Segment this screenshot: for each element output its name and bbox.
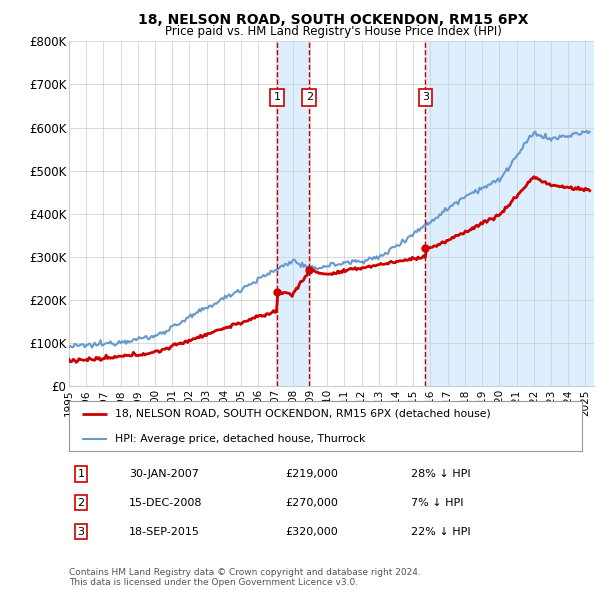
Text: 1: 1 (77, 469, 85, 478)
Bar (277, 41, 309, 386)
Text: 18, NELSON ROAD, SOUTH OCKENDON, RM15 6PX (detached house): 18, NELSON ROAD, SOUTH OCKENDON, RM15 6P… (115, 409, 491, 419)
Text: £219,000: £219,000 (285, 469, 338, 478)
Text: £320,000: £320,000 (285, 527, 338, 536)
Text: Price paid vs. HM Land Registry's House Price Index (HPI): Price paid vs. HM Land Registry's House … (164, 25, 502, 38)
Text: 15-DEC-2008: 15-DEC-2008 (129, 498, 203, 507)
Text: 3: 3 (422, 93, 429, 103)
Text: 3: 3 (77, 527, 85, 536)
Text: 2: 2 (77, 498, 85, 507)
Text: Contains HM Land Registry data © Crown copyright and database right 2024.
This d: Contains HM Land Registry data © Crown c… (69, 568, 421, 587)
Text: 28% ↓ HPI: 28% ↓ HPI (411, 469, 470, 478)
Text: £270,000: £270,000 (285, 498, 338, 507)
Text: 7% ↓ HPI: 7% ↓ HPI (411, 498, 464, 507)
Text: 18, NELSON ROAD, SOUTH OCKENDON, RM15 6PX: 18, NELSON ROAD, SOUTH OCKENDON, RM15 6P… (138, 13, 528, 27)
Text: 18-SEP-2015: 18-SEP-2015 (129, 527, 200, 536)
Bar (425, 41, 594, 386)
Text: 30-JAN-2007: 30-JAN-2007 (129, 469, 199, 478)
Text: HPI: Average price, detached house, Thurrock: HPI: Average price, detached house, Thur… (115, 434, 365, 444)
Text: 2: 2 (306, 93, 313, 103)
Text: 1: 1 (274, 93, 280, 103)
Text: 22% ↓ HPI: 22% ↓ HPI (411, 527, 470, 536)
